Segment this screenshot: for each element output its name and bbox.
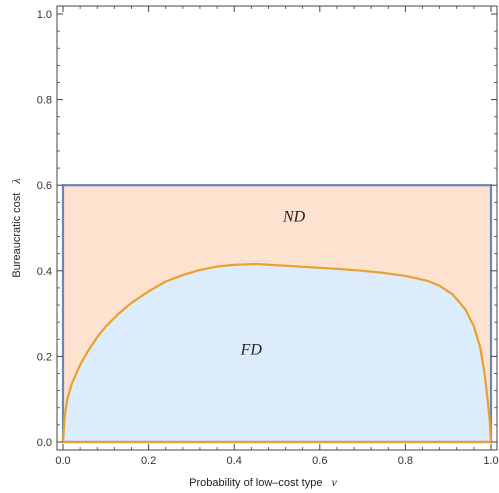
x-tick-label: 0.8 (398, 455, 413, 467)
y-tick-label: 0.4 (37, 266, 52, 278)
y-tick-label: 0.8 (37, 95, 52, 107)
regions (61, 184, 493, 444)
y-axis-label-symbol: λ (9, 178, 23, 184)
x-axis-label-symbol: v (332, 475, 338, 489)
region-label-nd: ND (282, 209, 306, 226)
y-tick-label: 0.6 (37, 180, 52, 192)
x-axis-label: Probability of low–cost type v (189, 475, 337, 489)
y-tick-label: 0.0 (37, 437, 52, 449)
x-tick-label: 0.2 (141, 455, 156, 467)
x-tick-label: 1.0 (483, 455, 498, 467)
axes-frame (56, 5, 498, 451)
x-tick-label: 0.6 (312, 455, 327, 467)
x-axis-label-text: Probability of low–cost type (189, 477, 322, 489)
y-axis-label-text: Bureaucratic cost (11, 193, 23, 278)
plot-frame (56, 5, 498, 451)
ticks: 0.0 0.2 0.4 0.6 0.8 1.0 0.0 0.2 0.4 0.6 0.8 1.0 (37, 6, 499, 467)
region-labels: ND FD (240, 209, 306, 359)
x-tick-label: 0.4 (227, 455, 242, 467)
y-axis-label: Bureaucratic cost λ (9, 178, 23, 277)
region-label-fd: FD (240, 341, 263, 358)
fd-boundary-line (61, 262, 493, 444)
x-tick-label: 0.0 (55, 455, 70, 467)
fd-region (63, 263, 491, 442)
y-tick-label: 1.0 (37, 9, 52, 21)
y-tick-label: 0.2 (37, 351, 52, 363)
